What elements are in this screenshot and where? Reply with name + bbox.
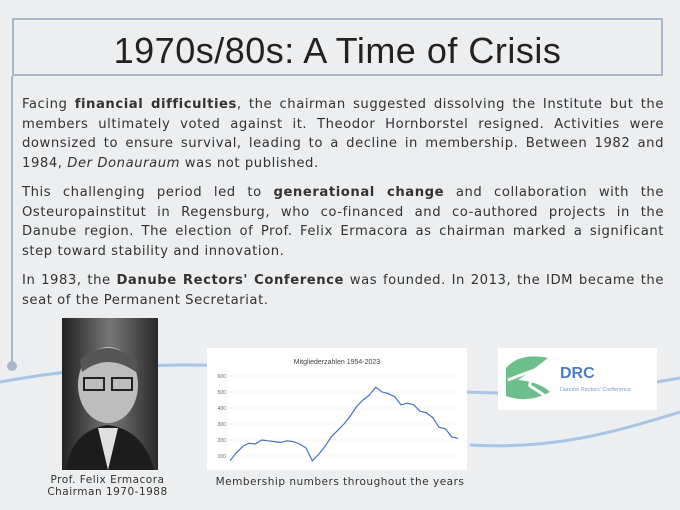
paragraph: In 1983, the Danube Rectors' Conference … — [22, 271, 664, 310]
rule-dot — [7, 361, 17, 371]
y-tick-label: 600 — [218, 374, 227, 380]
chart-caption: Membership numbers throughout the years — [215, 476, 465, 488]
photo — [62, 318, 158, 470]
logo-acronym: DRC — [560, 365, 595, 382]
text: This challenging period led to — [22, 185, 274, 200]
y-tick-label: 300 — [218, 422, 227, 428]
y-tick-label: 200 — [218, 438, 227, 444]
y-tick-label: 500 — [218, 390, 227, 396]
body-text: Facing financial difficulties, the chair… — [22, 95, 664, 320]
wave — [469, 410, 680, 448]
photo-caption: Prof. Felix Ermacora Chairman 1970-1988 — [40, 474, 175, 498]
text: and collaboration with the Osteuropainst… — [22, 185, 665, 259]
text: was not published. — [180, 155, 319, 171]
y-tick-label: 100 — [218, 454, 227, 460]
bold-text: financial difficulties — [74, 97, 237, 112]
chart-panel — [207, 348, 467, 470]
logo-name: Danube Rectors' Conference — [560, 387, 631, 393]
caption-line: Chairman 1970-1988 — [47, 486, 168, 498]
text: In 1983, the — [22, 273, 117, 288]
logo-river — [507, 364, 549, 400]
bold-text: Danube Rectors' Conference — [116, 273, 345, 288]
text: was founded. In 2013, the IDM became the… — [22, 273, 664, 308]
italic-text: Der Donauraum — [67, 155, 181, 171]
text: , the chairman suggested dissolving the … — [22, 97, 664, 171]
text: Facing — [22, 97, 75, 112]
paragraph: Facing financial difficulties, the chair… — [22, 95, 664, 173]
chart-title: Mitgliederzahlen 1954-2023 — [294, 359, 380, 366]
paragraph: This challenging period led to generatio… — [22, 183, 664, 261]
caption-line: Prof. Felix Ermacora — [50, 474, 165, 486]
bold-text: generational change — [273, 185, 445, 200]
title-box: 1970s/80s: A Time of Crisis — [12, 18, 663, 76]
y-tick-label: 400 — [218, 406, 227, 412]
logo-shape — [506, 356, 550, 400]
data-line — [229, 386, 459, 462]
title: 1970s/80s: A Time of Crisis — [113, 30, 562, 71]
